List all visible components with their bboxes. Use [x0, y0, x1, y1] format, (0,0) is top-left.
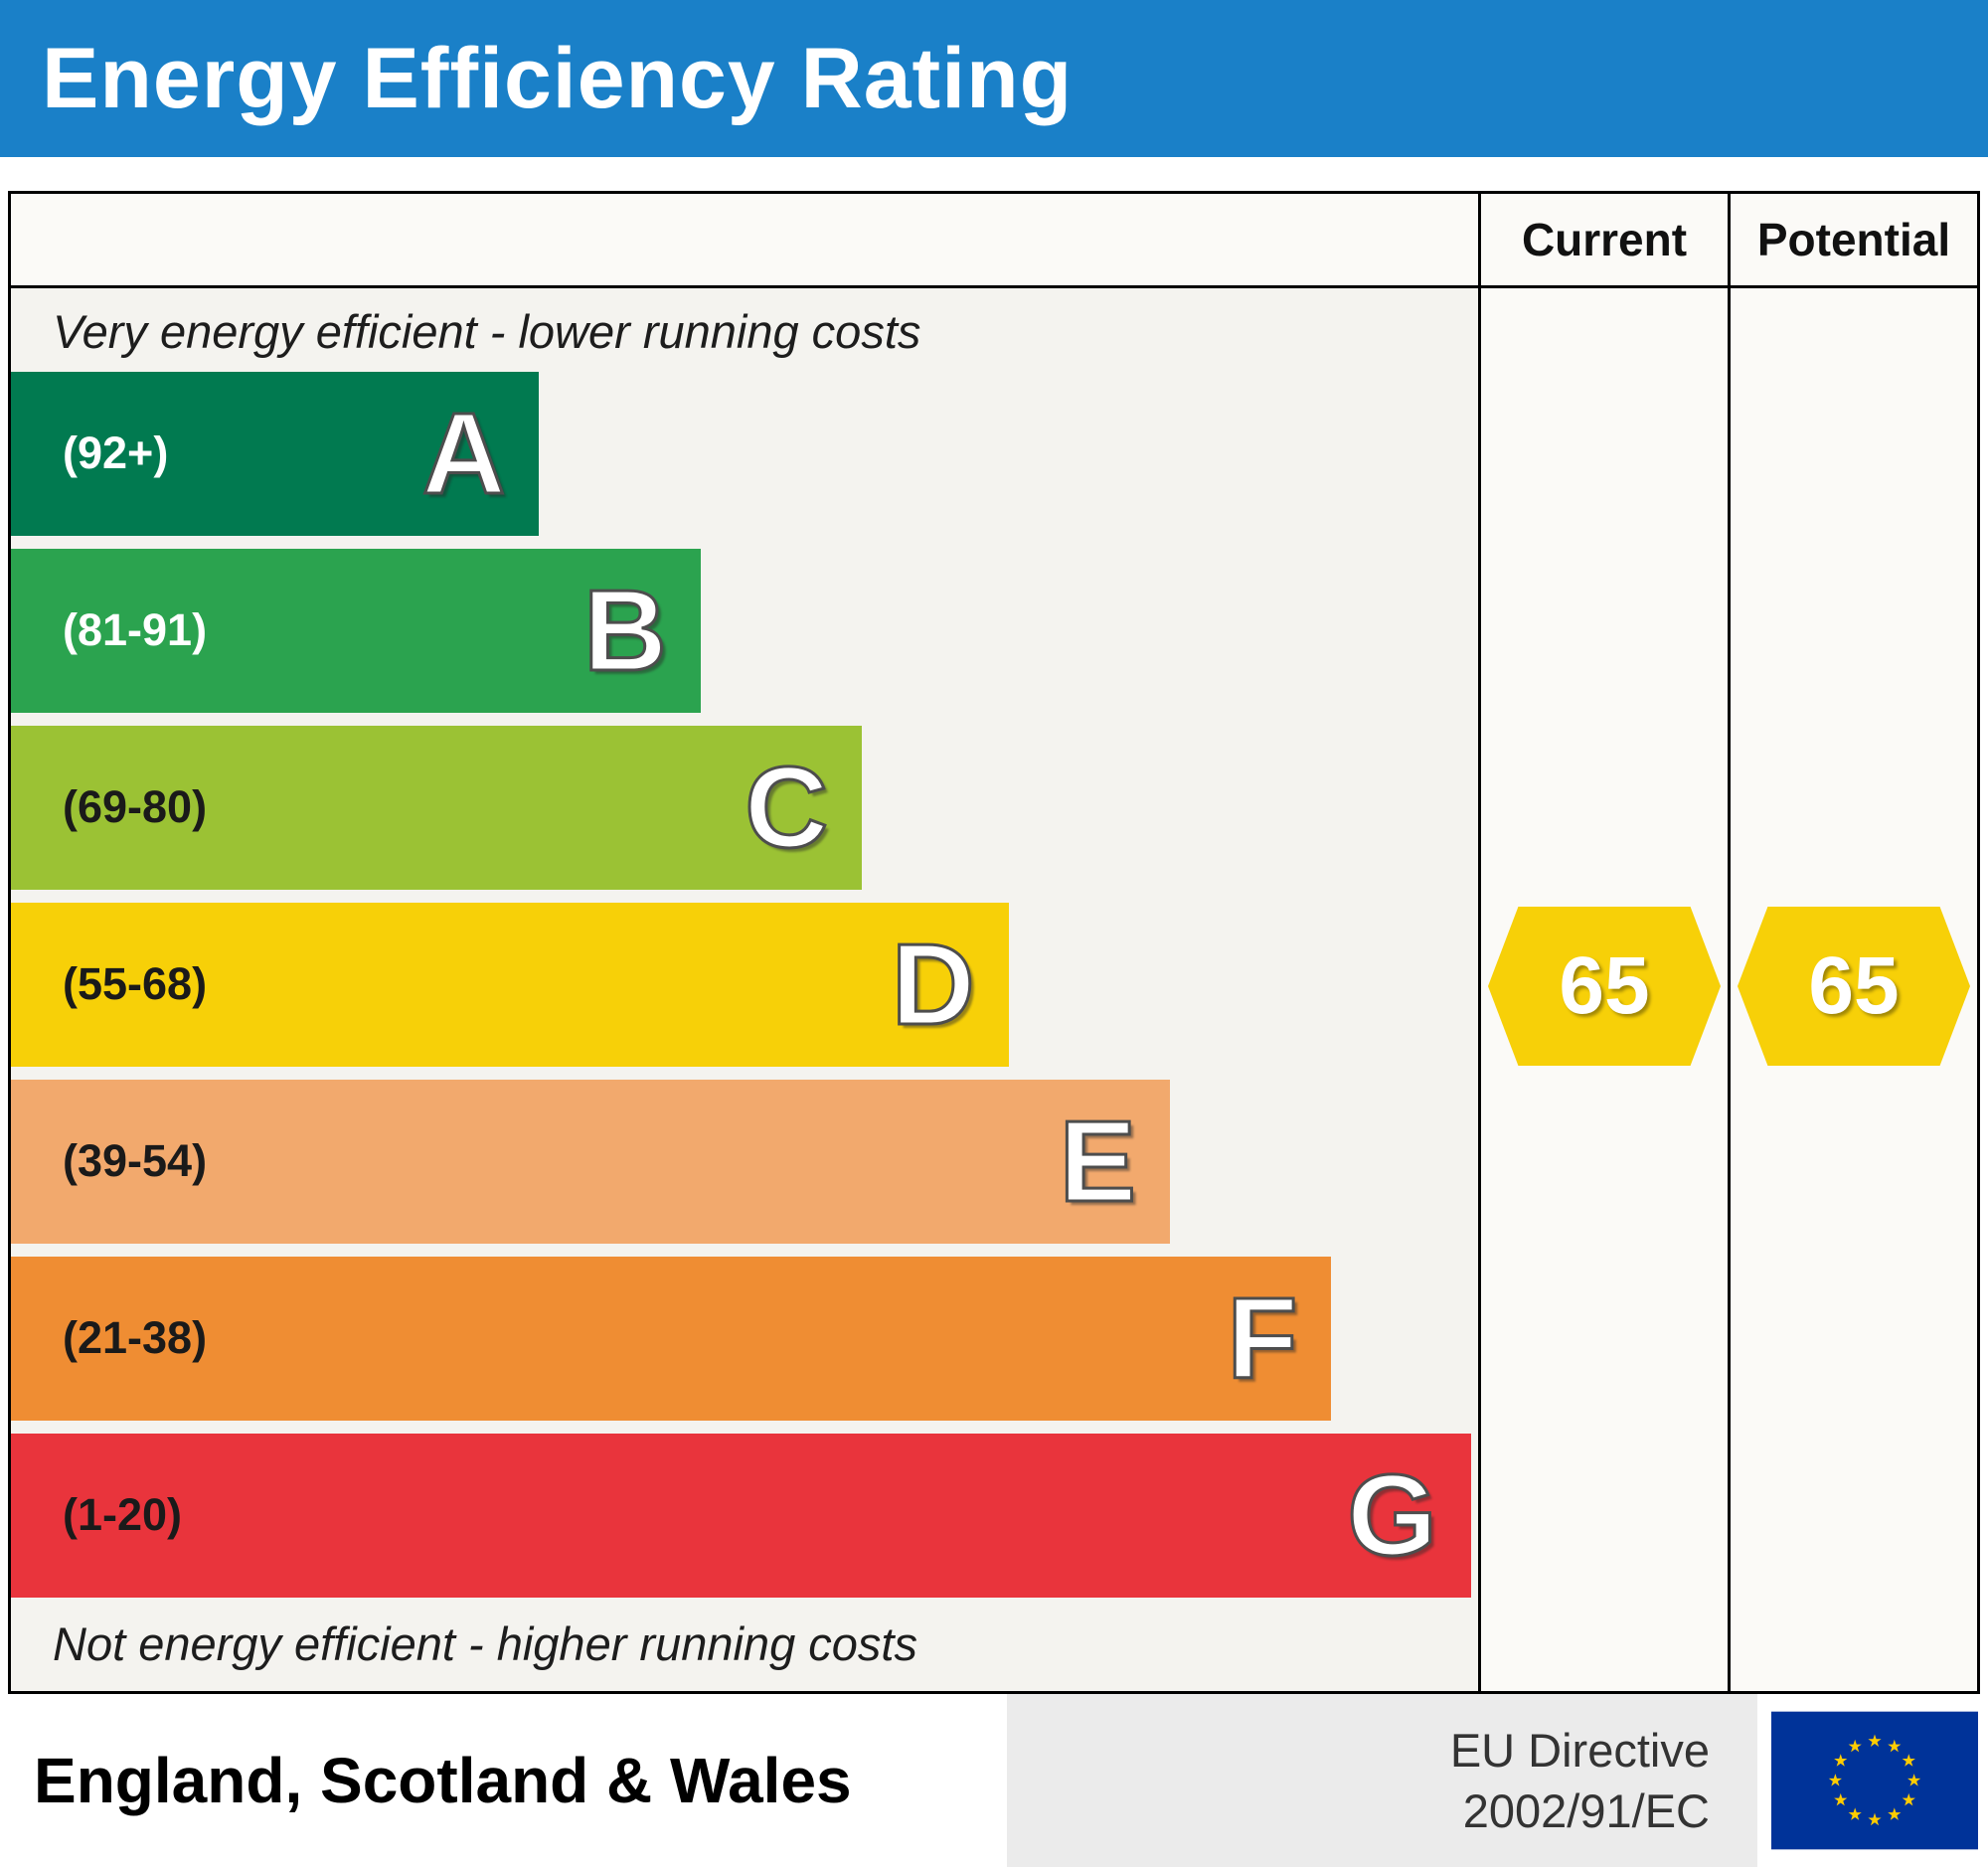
band-d: (55-68) D: [11, 902, 1009, 1067]
page-title-bar: Energy Efficiency Rating: [0, 0, 1988, 157]
potential-rating-value: 65: [1808, 940, 1900, 1031]
potential-column: Potential 65: [1731, 194, 1977, 1691]
band-row: (39-54) E: [11, 1079, 1478, 1244]
eu-directive-line1: EU Directive: [1449, 1723, 1710, 1777]
band-a-range-label: (92+): [63, 427, 169, 479]
current-column-body: 65: [1481, 288, 1728, 1691]
band-b: (81-91) B: [11, 548, 701, 713]
band-b-letter: B: [581, 566, 668, 696]
band-c-letter: C: [744, 743, 830, 873]
caption-top: Very energy efficient - lower running co…: [53, 305, 921, 359]
band-c: (69-80) C: [11, 725, 863, 890]
eu-directive-label: EU Directive 2002/91/EC: [1007, 1694, 1757, 1867]
footer: England, Scotland & Wales EU Directive 2…: [0, 1694, 1988, 1867]
band-f: (21-38) F: [11, 1256, 1332, 1421]
band-a-letter: A: [420, 389, 507, 519]
footer-right: EU Directive 2002/91/EC: [1007, 1694, 1988, 1867]
band-row: (1-20) G: [11, 1433, 1478, 1598]
column-head-spacer: [11, 194, 1478, 288]
band-e-letter: E: [1058, 1097, 1137, 1227]
current-rating-arrow: 65: [1488, 907, 1721, 1066]
potential-column-header: Potential: [1731, 194, 1977, 288]
caption-bottom: Not energy efficient - higher running co…: [53, 1616, 917, 1670]
region-label: England, Scotland & Wales: [34, 1745, 852, 1816]
energy-efficiency-chart: Very energy efficient - lower running co…: [8, 191, 1980, 1694]
eu-directive-line2: 2002/91/EC: [1462, 1784, 1710, 1837]
band-g-range-label: (1-20): [63, 1489, 183, 1541]
current-rating-value: 65: [1559, 940, 1650, 1031]
band-b-range-label: (81-91): [63, 604, 208, 656]
page-title: Energy Efficiency Rating: [42, 30, 1074, 126]
band-row: (69-80) C: [11, 725, 1478, 890]
band-row: (55-68) D: [11, 902, 1478, 1067]
eu-flag-icon: [1771, 1711, 1978, 1850]
band-g-letter: G: [1346, 1450, 1438, 1581]
current-column-header: Current: [1481, 194, 1728, 288]
band-row: (92+) A: [11, 371, 1478, 536]
band-e-range-label: (39-54): [63, 1135, 208, 1187]
band-c-range-label: (69-80): [63, 781, 208, 833]
band-row: (81-91) B: [11, 548, 1478, 713]
potential-column-body: 65: [1731, 288, 1977, 1691]
band-f-range-label: (21-38): [63, 1312, 208, 1364]
potential-rating-arrow: 65: [1738, 907, 1970, 1066]
band-f-letter: F: [1226, 1273, 1299, 1404]
band-d-letter: D: [890, 920, 976, 1050]
band-area: Very energy efficient - lower running co…: [11, 288, 1478, 1691]
band-a: (92+) A: [11, 371, 540, 536]
band-row: (21-38) F: [11, 1256, 1478, 1421]
band-e: (39-54) E: [11, 1079, 1171, 1244]
current-column: Current 65: [1481, 194, 1731, 1691]
band-column: Very energy efficient - lower running co…: [11, 194, 1481, 1691]
band-g: (1-20) G: [11, 1433, 1471, 1598]
band-d-range-label: (55-68): [63, 958, 208, 1010]
